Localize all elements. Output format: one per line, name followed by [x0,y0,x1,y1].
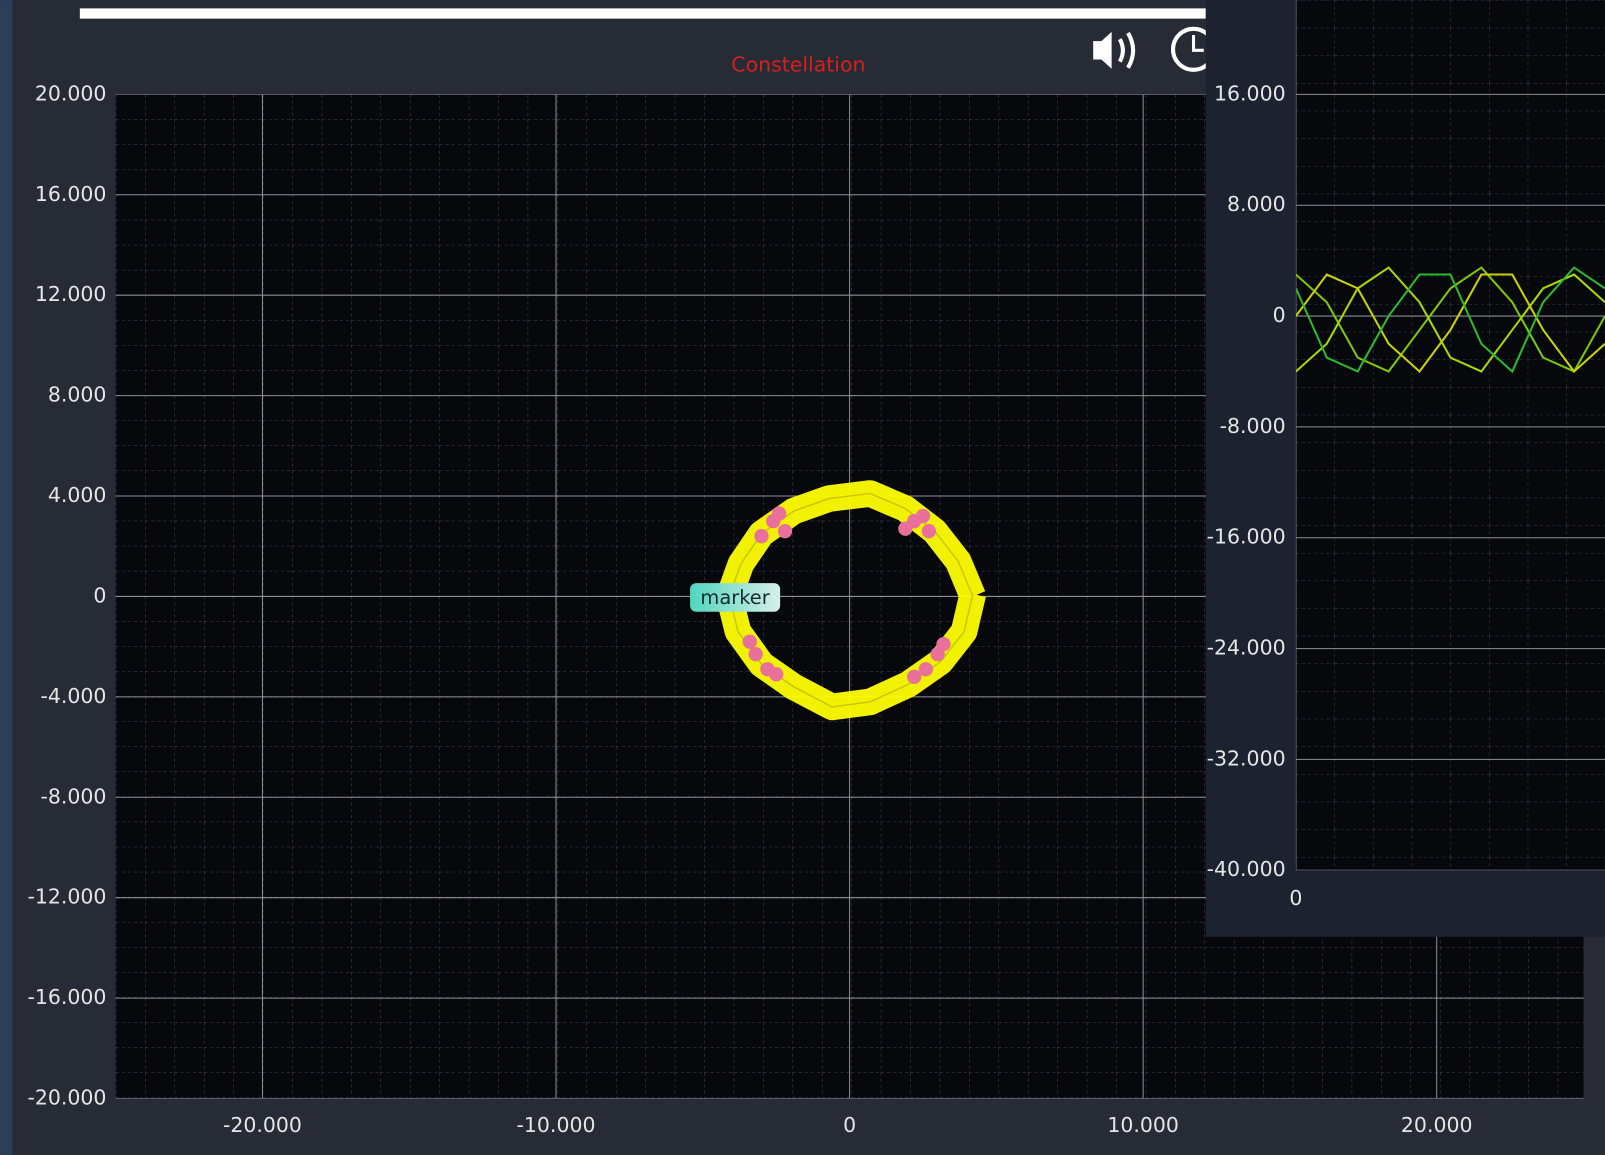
minor-grid-2 [1295,0,1605,871]
x-tick-label: -10.000 [517,1113,596,1137]
y-tick-label: 8.000 [1227,192,1286,216]
symbol-point [918,662,934,677]
symbol-point [777,524,793,539]
chart-title: Constellation [731,53,865,77]
y-tick-label: -40.000 [1207,857,1286,881]
y-tick-label: -16.000 [1207,525,1286,549]
y-tick-label: 4.000 [48,483,107,507]
waveform [1295,266,1605,373]
y-tick-label: 16.000 [35,182,107,206]
speaker-icon[interactable] [1093,31,1136,69]
y-tick-label: -4.000 [40,684,106,708]
y-tick-label: 12.000 [35,282,107,306]
waveform [1295,266,1605,373]
marker-label: marker [700,586,769,609]
x-tick-label: 10.000 [1107,1113,1179,1137]
marker-box [690,583,781,612]
symbol-point [769,667,784,682]
plot-layer-2 [1295,0,1605,871]
y-tick-label: -20.000 [27,1086,106,1110]
y-tick-label: -16.000 [27,985,106,1009]
symbol-point [742,634,757,649]
y-tick-label: 0 [93,583,106,607]
symbol-point [748,647,763,662]
symbol-point [754,529,769,544]
y-tick-label: 16.000 [1214,81,1286,105]
y-tick-label: -8.000 [40,784,106,808]
symbol-point [921,524,937,539]
symbol-point [936,636,951,652]
y-tick-label: -32.000 [1207,746,1286,770]
side-strip [0,0,13,1155]
symbol-point [915,508,931,524]
y-tick-label: 8.000 [48,383,107,407]
x-tick-label: 0 [843,1113,856,1137]
ticks: 20.000 16.000 12.000 8.000 4.000 0 -4.000 -8.00… [27,81,1472,1137]
y-tick-label: -24.000 [1207,636,1286,660]
symbol-point [771,506,787,521]
y-tick-label: 20.000 [35,81,107,105]
waveform [1295,273,1605,374]
x-tick-label: -20.000 [223,1113,302,1137]
symbol-point [907,669,922,684]
y-tick-label: -8.000 [1220,414,1286,438]
y-tick-label: 0 [1273,303,1286,327]
y-tick-label: -12.000 [27,885,106,909]
top-bar [79,8,1206,19]
marker: marker [690,583,781,612]
x-tick-label: 0 [1289,886,1302,910]
x-tick-label: 20.000 [1401,1113,1473,1137]
waveform [1295,266,1605,374]
symbol-point [898,521,913,536]
ticks-2: 16.000 8.000 0 -8.000 -16.000 -24.000 -32.000 -… [1207,81,1303,910]
